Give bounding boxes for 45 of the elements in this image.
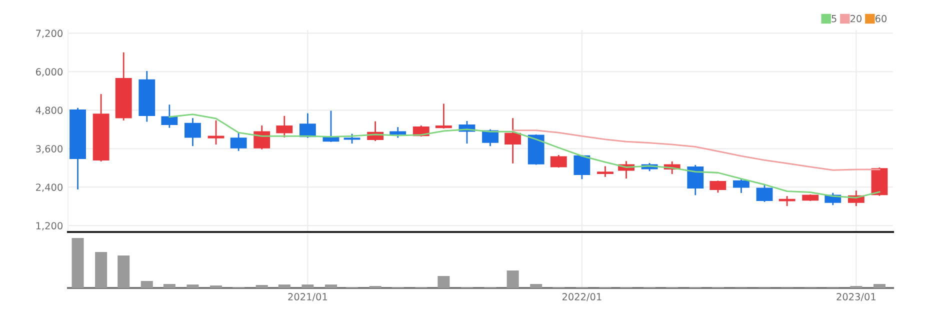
candlestick — [390, 127, 406, 138]
legend-label: 5 — [832, 15, 836, 22]
candlestick — [574, 154, 590, 180]
legend-label: 20 — [850, 14, 862, 22]
bar — [438, 276, 450, 288]
bar — [302, 284, 314, 288]
y-tick-label: 7,200 — [36, 30, 62, 38]
y-tick-label: 3,600 — [36, 145, 62, 154]
bar — [873, 284, 886, 288]
bar — [118, 256, 130, 288]
candlestick — [254, 125, 270, 150]
candlestick — [710, 180, 726, 193]
bar — [530, 284, 542, 288]
bar — [324, 284, 337, 288]
candlestick — [504, 118, 522, 164]
candlestick — [550, 154, 567, 168]
candlestick — [208, 120, 224, 145]
bar — [506, 270, 519, 288]
bar — [140, 281, 153, 288]
legend-label: 60 — [875, 14, 887, 22]
x-tick-label: 2023/01 — [836, 293, 876, 302]
candlestick — [778, 196, 796, 206]
line-series — [512, 130, 880, 171]
y-tick-label: 6,000 — [36, 68, 62, 77]
bar — [72, 238, 84, 288]
y-tick-label: 1,200 — [36, 222, 62, 230]
y-tick-label: 2,400 — [36, 184, 62, 192]
candlestick — [733, 178, 750, 193]
candlestick — [230, 132, 247, 151]
candlestick — [687, 164, 704, 196]
x-tick-label: 2022/01 — [562, 293, 602, 302]
candlestick — [276, 116, 293, 138]
bar — [95, 252, 108, 288]
candlestick — [756, 184, 773, 202]
x-tick-label: 2021/01 — [288, 293, 327, 302]
bar — [278, 284, 290, 288]
bar — [186, 284, 199, 288]
candlestick — [161, 104, 178, 128]
y-tick-label: 4,800 — [36, 106, 62, 115]
bar — [163, 284, 176, 288]
candlestick — [435, 104, 452, 128]
candlestick — [299, 113, 316, 138]
candlestick — [184, 118, 201, 146]
bar — [256, 285, 268, 288]
candlestick — [597, 166, 614, 177]
